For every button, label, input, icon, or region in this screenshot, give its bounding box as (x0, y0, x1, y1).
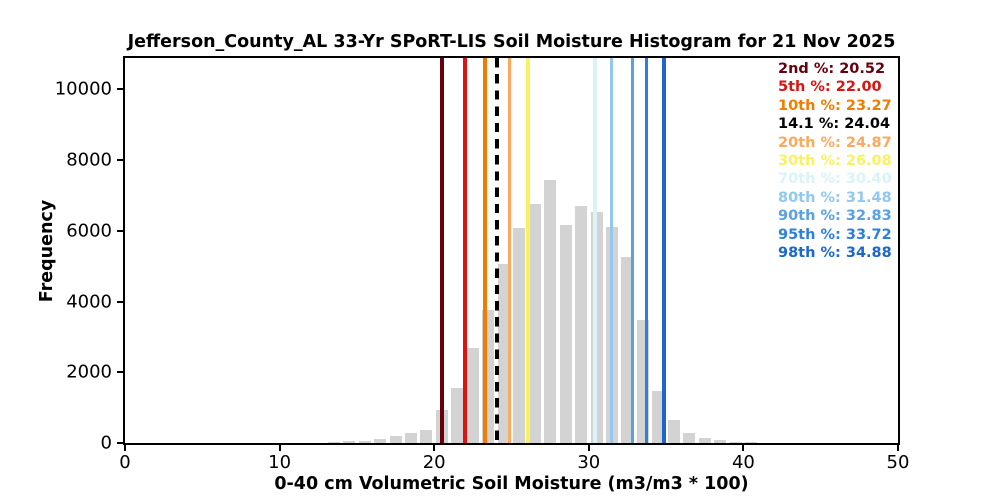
histogram-bar (621, 256, 634, 443)
x-tick-mark (897, 445, 899, 451)
legend-entry: 80th %: 31.48 (778, 189, 892, 206)
x-tick-label: 50 (886, 452, 910, 473)
histogram-bar (343, 441, 356, 443)
legend-entry: 14.1 %: 24.04 (778, 116, 891, 133)
percentile-line (644, 58, 649, 443)
percentile-line (463, 58, 467, 443)
y-axis-label: Frequency (37, 199, 57, 302)
histogram-bar (389, 435, 402, 443)
legend-entry: 90th %: 32.83 (778, 208, 892, 225)
y-tick-label: 4000 (66, 291, 112, 313)
y-tick-mark (117, 300, 123, 303)
y-tick-label: 8000 (66, 149, 112, 171)
histogram-bar (745, 442, 758, 443)
legend-entry: 5th %: 22.00 (778, 79, 882, 96)
x-tick-label: 30 (577, 452, 601, 473)
percentile-line (526, 58, 530, 443)
histogram-bar (575, 206, 588, 443)
y-tick-label: 6000 (66, 220, 112, 242)
histogram-bar (683, 432, 696, 443)
histogram-bar (451, 387, 464, 443)
legend-entry: 30th %: 26.08 (778, 153, 892, 170)
x-tick-label: 20 (422, 452, 446, 473)
percentile-legend: 2nd %: 20.52 5th %: 22.00 10th %: 23.27 14.… (778, 60, 892, 262)
y-tick-mark (117, 442, 123, 444)
x-tick-mark (278, 445, 281, 451)
legend-entry: 20th %: 24.87 (778, 134, 892, 151)
histogram-bar (374, 439, 387, 443)
y-tick-mark (117, 229, 123, 232)
histogram-bar (466, 347, 479, 443)
percentile-line (440, 58, 445, 443)
plot-area (123, 56, 900, 445)
percentile-line (630, 58, 635, 443)
histogram-bar (404, 433, 418, 443)
x-tick-mark (433, 445, 436, 451)
histogram-bar (652, 391, 665, 443)
y-tick-mark (117, 371, 123, 374)
histogram-bar (729, 441, 742, 443)
chart-title: Jefferson_County_AL 33-Yr SPoRT-LIS Soil… (127, 32, 896, 52)
histogram-bar (528, 204, 541, 443)
percentile-line (609, 58, 614, 443)
y-tick-mark (117, 88, 123, 91)
percentile-line (593, 58, 597, 443)
x-tick-label: 10 (268, 452, 292, 473)
y-tick-label: 0 (100, 432, 112, 454)
legend-entry: 95th %: 33.72 (778, 226, 892, 243)
histogram-bar (513, 228, 526, 443)
histogram-bar (698, 437, 711, 443)
percentile-line (662, 58, 667, 443)
histogram-bar (544, 179, 557, 443)
y-tick-label: 10000 (54, 78, 112, 100)
x-tick-mark (587, 445, 590, 451)
x-axis-label: 0-40 cm Volumetric Soil Moisture (m3/m3 … (274, 474, 749, 494)
histogram-bar (559, 224, 572, 443)
percentile-line (482, 58, 487, 443)
histogram-bar (497, 263, 510, 443)
histogram-bar (667, 419, 680, 443)
x-tick-mark (124, 445, 126, 451)
histogram-bar (327, 442, 340, 443)
x-tick-label: 0 (119, 452, 131, 473)
legend-entry: 10th %: 23.27 (778, 97, 892, 114)
x-tick-label: 40 (731, 452, 755, 473)
legend-entry: 98th %: 34.88 (778, 245, 892, 262)
legend-entry: 2nd %: 20.52 (778, 61, 886, 77)
histogram-bar (714, 440, 727, 443)
x-tick-mark (742, 445, 745, 451)
histogram-bar (358, 440, 371, 443)
percentile-line (494, 58, 499, 443)
histogram-bar (420, 430, 433, 443)
legend-entry: 70th %: 30.40 (778, 171, 892, 188)
y-tick-mark (117, 159, 123, 162)
y-tick-label: 2000 (66, 361, 112, 383)
percentile-line (507, 58, 512, 443)
